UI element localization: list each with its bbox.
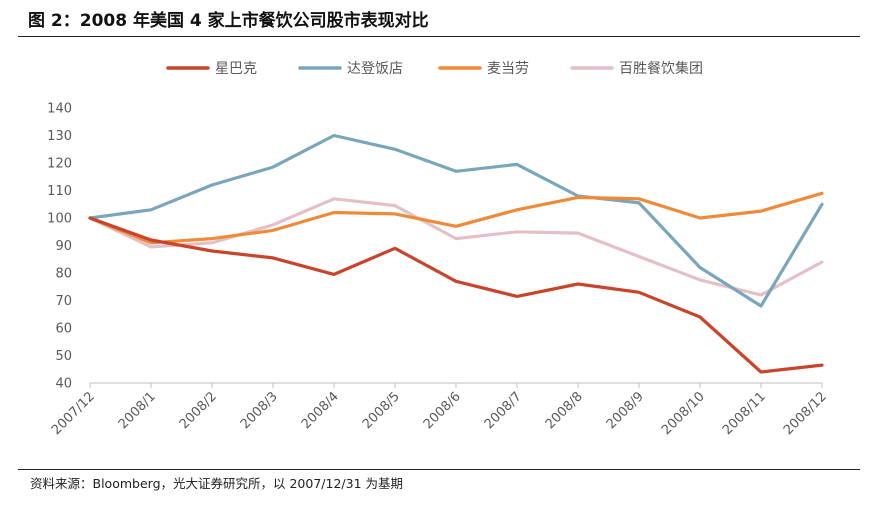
x-tick-label: 2008/3 [238,389,281,432]
x-tick-label: 2008/12 [781,389,830,438]
x-axis: 2007/12 2008/1 2008/2 2008/3 2008/4 2008/5 200… [49,382,830,438]
y-tick-label: 80 [55,267,72,282]
legend-label: 百胜餐饮集团 [619,60,703,77]
y-tick-label: 90 [55,239,72,254]
series-line-1 [88,133,824,308]
y-tick-label: 100 [47,212,72,227]
x-tick-label: 2008/11 [720,389,769,438]
series-line-2 [88,191,824,245]
bottom-rule [18,469,860,470]
x-tick-label: 2008/7 [482,389,525,432]
series-line-3 [88,197,824,297]
x-tick-label: 2008/1 [116,389,159,432]
y-tick-label: 60 [55,322,72,337]
series-layer [88,133,824,374]
y-tick-label: 120 [47,157,72,172]
x-tick-label: 2008/6 [421,389,464,432]
source-note: 资料来源：Bloomberg，光大证券研究所，以 2007/12/31 为基期 [30,476,403,491]
y-tick-label: 110 [47,184,72,199]
x-tick-label: 2008/10 [659,389,708,438]
figure-title: 图 2：2008 年美国 4 家上市餐饮公司股市表现对比 [28,11,429,31]
y-tick-label: 50 [55,349,72,364]
x-tick-label: 2008/8 [543,389,586,432]
x-tick-label: 2008/5 [360,389,403,432]
x-tick-label: 2007/12 [49,389,98,438]
legend: 星巴克 达登饭店 麦当劳 百胜餐饮集团 [166,60,703,77]
legend-label: 达登饭店 [347,61,403,77]
x-tick-label: 2008/9 [604,389,647,432]
y-tick-label: 70 [55,294,72,309]
y-tick-label: 130 [47,129,72,144]
line-chart: 星巴克 达登饭店 麦当劳 百胜餐饮集团 40 50 60 70 80 90 100 110 120 13… [47,60,830,438]
y-tick-label: 140 [47,102,72,117]
y-axis: 40 50 60 70 80 90 100 110 120 130 140 [47,102,72,392]
x-tick-label: 2008/2 [177,389,220,432]
y-tick-label: 40 [55,377,72,392]
legend-label: 麦当劳 [487,61,529,77]
series-line-0 [88,216,824,374]
legend-label: 星巴克 [215,61,257,77]
top-rule [18,36,860,37]
x-tick-label: 2008/4 [299,389,342,432]
